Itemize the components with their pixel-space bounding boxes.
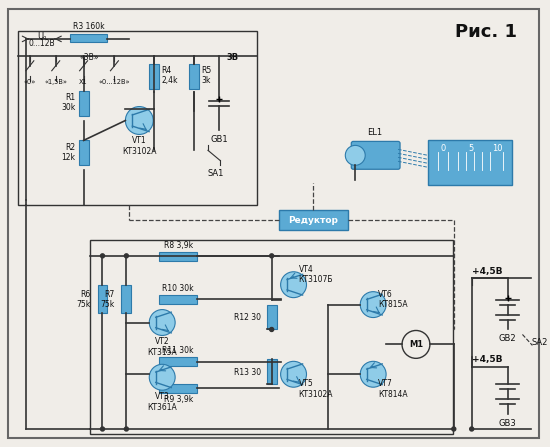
- Text: «0...12В»: «0...12В»: [98, 79, 130, 85]
- Text: GB1: GB1: [210, 135, 228, 144]
- Circle shape: [280, 361, 306, 387]
- Circle shape: [124, 427, 128, 431]
- FancyBboxPatch shape: [79, 140, 89, 165]
- Text: SA2: SA2: [531, 338, 548, 347]
- FancyBboxPatch shape: [267, 359, 277, 384]
- Text: R10 30k: R10 30k: [162, 284, 194, 293]
- Text: R13 30: R13 30: [234, 368, 261, 377]
- Text: R7
75k: R7 75k: [100, 290, 114, 309]
- Text: R4
2,4k: R4 2,4k: [161, 66, 178, 85]
- Text: «3В»: «3В»: [80, 53, 100, 62]
- Text: X1: X1: [79, 79, 88, 85]
- Text: R1
30k: R1 30k: [62, 93, 76, 112]
- Text: GB3: GB3: [499, 419, 516, 428]
- Text: R6
75k: R6 75k: [76, 290, 91, 309]
- Circle shape: [149, 310, 175, 335]
- Text: Uₒ: Uₒ: [37, 33, 47, 42]
- FancyBboxPatch shape: [159, 295, 197, 304]
- Text: R5
3k: R5 3k: [201, 66, 211, 85]
- Text: «0»: «0»: [24, 79, 36, 85]
- Text: 5: 5: [468, 144, 474, 153]
- FancyBboxPatch shape: [149, 64, 159, 89]
- Circle shape: [149, 364, 175, 390]
- Circle shape: [360, 361, 386, 387]
- Text: GB2: GB2: [499, 334, 516, 343]
- Text: 0...12В: 0...12В: [29, 39, 55, 48]
- FancyBboxPatch shape: [159, 357, 197, 366]
- Circle shape: [360, 291, 386, 317]
- Text: «1,5В»: «1,5В»: [44, 79, 67, 85]
- Circle shape: [101, 427, 104, 431]
- FancyBboxPatch shape: [351, 141, 400, 169]
- Text: VT6
КТ815А: VT6 КТ815А: [378, 290, 408, 309]
- Circle shape: [270, 254, 274, 258]
- Text: SA1: SA1: [208, 169, 224, 178]
- Text: 3В: 3В: [227, 53, 239, 62]
- Text: VT3
КТ361А: VT3 КТ361А: [147, 392, 177, 412]
- FancyBboxPatch shape: [279, 210, 348, 230]
- Text: VT5
КТ3102А: VT5 КТ3102А: [299, 379, 333, 399]
- Text: R12 30: R12 30: [234, 313, 261, 322]
- Circle shape: [270, 328, 274, 332]
- FancyBboxPatch shape: [122, 285, 131, 312]
- Text: +4,5В: +4,5В: [472, 267, 503, 276]
- Text: VT1
КТ3102А: VT1 КТ3102А: [122, 136, 157, 156]
- Text: 10: 10: [492, 144, 503, 153]
- Text: Редуктор: Редуктор: [289, 215, 338, 224]
- Circle shape: [470, 427, 474, 431]
- Text: M1: M1: [409, 340, 423, 349]
- FancyBboxPatch shape: [97, 285, 107, 312]
- FancyBboxPatch shape: [79, 91, 89, 115]
- Text: Рис. 1: Рис. 1: [455, 23, 518, 41]
- FancyBboxPatch shape: [189, 64, 199, 89]
- FancyBboxPatch shape: [159, 252, 197, 261]
- Circle shape: [125, 106, 153, 135]
- Circle shape: [280, 272, 306, 298]
- FancyBboxPatch shape: [159, 384, 197, 393]
- FancyBboxPatch shape: [8, 9, 540, 438]
- Text: 0: 0: [440, 144, 446, 153]
- Text: R9 3,9k: R9 3,9k: [163, 395, 192, 404]
- Circle shape: [402, 330, 430, 358]
- Text: VT2
КТ315А: VT2 КТ315А: [147, 337, 177, 357]
- Circle shape: [124, 254, 128, 258]
- Text: VT7
КТ814А: VT7 КТ814А: [378, 379, 408, 399]
- Text: R8 3,9k: R8 3,9k: [163, 241, 192, 250]
- Text: VT4
КТ3107Б: VT4 КТ3107Б: [299, 265, 333, 284]
- Circle shape: [452, 427, 456, 431]
- Text: EL1: EL1: [367, 128, 383, 137]
- Circle shape: [101, 254, 104, 258]
- FancyBboxPatch shape: [267, 304, 277, 329]
- Text: +4,5В: +4,5В: [472, 355, 503, 364]
- Text: R2
12k: R2 12k: [62, 143, 76, 162]
- FancyBboxPatch shape: [70, 34, 107, 42]
- FancyBboxPatch shape: [428, 140, 513, 185]
- Text: R11 30k: R11 30k: [162, 346, 194, 355]
- Circle shape: [345, 145, 365, 165]
- Text: R3 160k: R3 160k: [73, 22, 104, 31]
